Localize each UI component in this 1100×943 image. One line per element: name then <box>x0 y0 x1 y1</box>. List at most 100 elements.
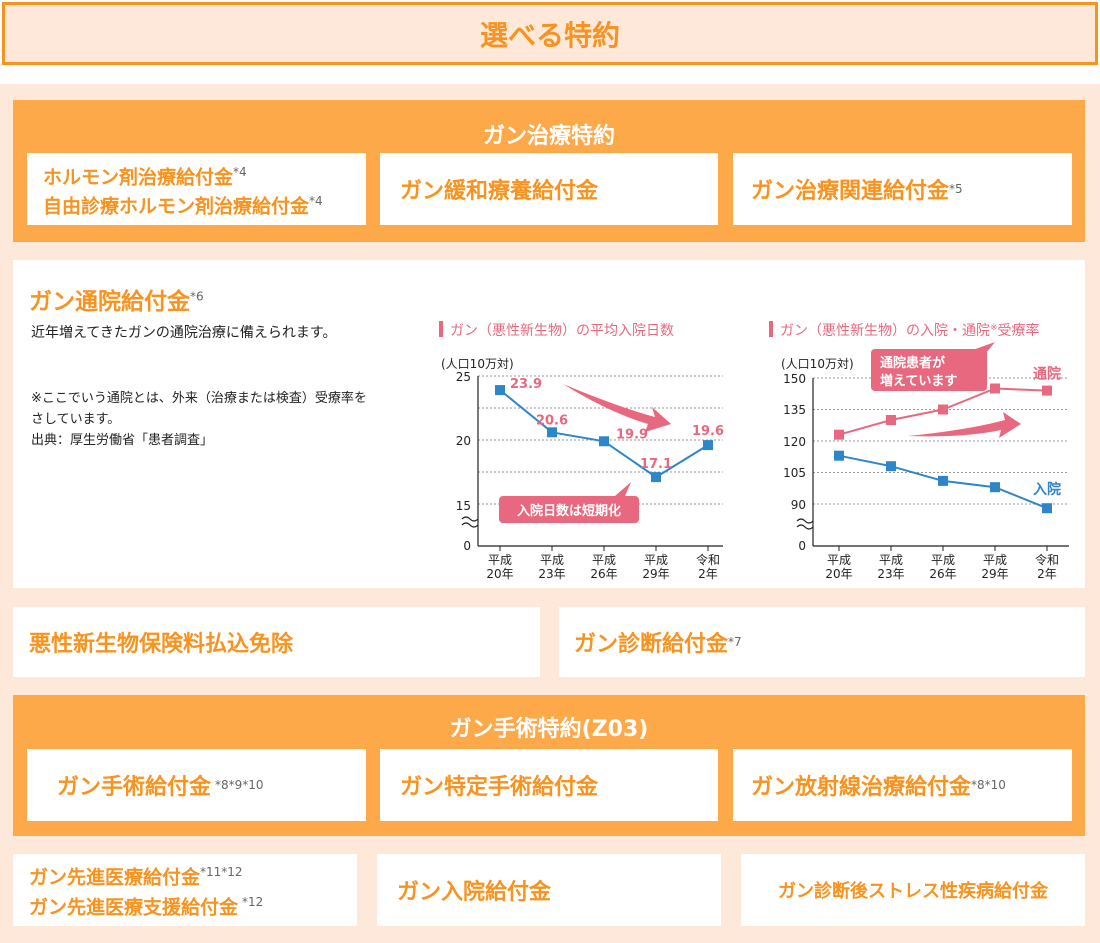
unit-label: (人口10万対) <box>781 357 854 371</box>
post-diagnosis-stress-card[interactable]: ガン診断後ストレス性疾病給付金 <box>741 854 1085 926</box>
y-tick-label: 0 <box>798 539 806 553</box>
callout-outpatient-up: 通院患者が 増えています <box>871 342 995 391</box>
outpatient-note: ※ここでいう通院とは、外来（治療または検査）受療率をさしています。 出典：厚生労… <box>31 388 376 451</box>
data-point <box>1042 385 1052 396</box>
data-point <box>547 427 557 438</box>
treatment-related-card[interactable]: ガン治療関連給付金 *5 <box>733 153 1072 225</box>
data-point <box>886 415 896 425</box>
radiation-therapy-label: ガン放射線治療給付金 <box>751 775 972 800</box>
x-tick-label: 平成 <box>592 553 616 567</box>
trend-arrow <box>563 384 671 432</box>
y-tick-label: 105 <box>783 466 806 480</box>
x-tick-label: 令和 <box>1035 552 1059 567</box>
data-point <box>886 461 896 472</box>
title-marker <box>769 321 773 337</box>
x-tick-label: 23年 <box>877 567 904 581</box>
outpatient-title: ガン通院給付金*6 <box>29 289 204 315</box>
surgery-benefit-card[interactable]: ガン手術給付金 *8*9*10 <box>27 749 366 821</box>
footnote-ref: *12 <box>242 895 264 909</box>
data-point <box>599 436 609 447</box>
x-tick-label: 平成 <box>827 553 851 567</box>
footnote-ref: *8*9*10 <box>215 778 264 792</box>
free-hormone-therapy-label: 自由診療ホルモン剤治療給付金 <box>43 195 310 218</box>
data-point <box>834 450 844 461</box>
premium-waiver-card[interactable]: 悪性新生物保険料払込免除 <box>13 607 540 677</box>
y-tick-label: 0 <box>463 539 471 553</box>
hormone-therapy-card[interactable]: ホルモン剤治療給付金*4 自由診療ホルモン剤治療給付金*4 <box>27 153 366 225</box>
x-tick-label: 平成 <box>983 553 1007 567</box>
footnote-ref: *8*10 <box>971 778 1006 792</box>
callout-text: 増えています <box>880 373 957 389</box>
callout-short-stay: 入院日数は短期化 <box>499 482 639 523</box>
y-tick-label: 135 <box>783 403 806 417</box>
surgery-section: ガン手術特約(Z03) ガン手術給付金 *8*9*10 ガン特定手術給付金 ガン放… <box>13 695 1085 836</box>
palliative-care-card[interactable]: ガン緩和療養給付金 <box>380 153 718 225</box>
palliative-care-label: ガン緩和療養給付金 <box>400 179 599 204</box>
series-label: 通院 <box>1033 366 1061 383</box>
y-tick-label: 120 <box>783 435 806 449</box>
x-tick-label: 令和 <box>696 552 720 567</box>
footnote-ref: *4 <box>233 164 247 179</box>
x-tick-label: 26年 <box>590 567 617 581</box>
outpatient-description: 近年増えてきたガンの通院治療に備えられます。 <box>31 325 337 341</box>
diagnosis-benefit-label: ガン診断給付金 <box>574 632 729 657</box>
data-point <box>495 385 505 396</box>
title-marker <box>439 321 443 337</box>
post-diagnosis-stress-label: ガン診断後ストレス性疾病給付金 <box>778 881 1048 902</box>
footnote-ref: *11*12 <box>200 864 243 879</box>
data-label: 20.6 <box>536 413 568 428</box>
callout-text: 通院患者が <box>880 355 945 371</box>
data-label: 19.9 <box>616 427 648 442</box>
x-tick-label: 平成 <box>879 553 903 567</box>
trend-arrow <box>908 412 1021 438</box>
advanced-medical-label: ガン先進医療給付金 <box>29 866 201 888</box>
y-tick-label: 150 <box>783 372 806 386</box>
hospitalization-card[interactable]: ガン入院給付金 <box>377 854 721 926</box>
footnote-ref: *7 <box>728 635 742 649</box>
x-tick-label: 平成 <box>540 553 564 567</box>
page-title: 選べる特約 <box>2 2 1098 65</box>
y-tick-label: 15 <box>456 499 471 513</box>
chart-title: ガン（悪性新生物）の入院・通院※受療率 <box>780 322 1040 339</box>
data-point <box>990 482 1000 493</box>
y-tick-label: 25 <box>456 370 471 384</box>
unit-label: (人口10万対) <box>441 357 514 371</box>
data-point <box>703 440 713 451</box>
avg-stay-chart: ガン（悪性新生物）の平均入院日数 (人口10万対) 25 20 15 0 平成2… <box>439 321 724 581</box>
x-tick-label: 29年 <box>642 567 669 581</box>
axis-break-symbol <box>461 516 479 528</box>
x-tick-label: 29年 <box>981 567 1008 581</box>
radiation-therapy-card[interactable]: ガン放射線治療給付金 *8*10 <box>733 749 1072 821</box>
visit-rate-chart: ガン（悪性新生物）の入院・通院※受療率 (人口10万対) 150 135 120… <box>769 321 1069 581</box>
data-point <box>834 429 844 440</box>
x-tick-label: 2年 <box>698 567 718 581</box>
data-label: 23.9 <box>510 377 542 392</box>
definition-note: ※ここでいう通院とは、外来（治療または検査）受療率をさしています。 <box>31 391 367 427</box>
axis-break-symbol <box>796 518 814 530</box>
footnote-ref: *5 <box>949 182 963 196</box>
surgery-title: ガン手術特約(Z03) <box>449 717 649 742</box>
advanced-medical-support-label: ガン先進医療支援給付金 <box>29 896 239 919</box>
data-point <box>938 404 948 415</box>
y-tick-label: 90 <box>791 498 806 512</box>
data-point <box>938 475 948 486</box>
chart-title: ガン（悪性新生物）の平均入院日数 <box>450 323 674 339</box>
premium-waiver-label: 悪性新生物保険料払込免除 <box>29 632 294 657</box>
outpatient-panel[interactable]: ガン通院給付金*6 近年増えてきたガンの通院治療に備えられます。 ※ここでいう通… <box>13 260 1085 588</box>
x-tick-label: 20年 <box>486 567 513 581</box>
footnote-ref: *4 <box>309 194 323 208</box>
footnote-ref: *6 <box>190 289 204 304</box>
x-tick-label: 23年 <box>538 567 565 581</box>
data-label: 17.1 <box>640 457 672 472</box>
diagnosis-benefit-card[interactable]: ガン診断給付金 *7 <box>559 607 1085 677</box>
treatment-related-label: ガン治療関連給付金 <box>751 179 950 204</box>
hospitalization-label: ガン入院給付金 <box>397 880 552 905</box>
advanced-medical-card[interactable]: ガン先進医療給付金*11*12 ガン先進医療支援給付金 *12 <box>13 854 357 926</box>
callout-text: 入院日数は短期化 <box>517 503 621 519</box>
y-tick-label: 20 <box>456 434 471 448</box>
specific-surgery-card[interactable]: ガン特定手術給付金 <box>380 749 718 821</box>
x-tick-label: 2年 <box>1037 567 1057 581</box>
cancer-treatment-title: ガン治療特約 <box>482 124 615 149</box>
x-tick-label: 26年 <box>929 567 956 581</box>
x-tick-label: 20年 <box>825 567 852 581</box>
